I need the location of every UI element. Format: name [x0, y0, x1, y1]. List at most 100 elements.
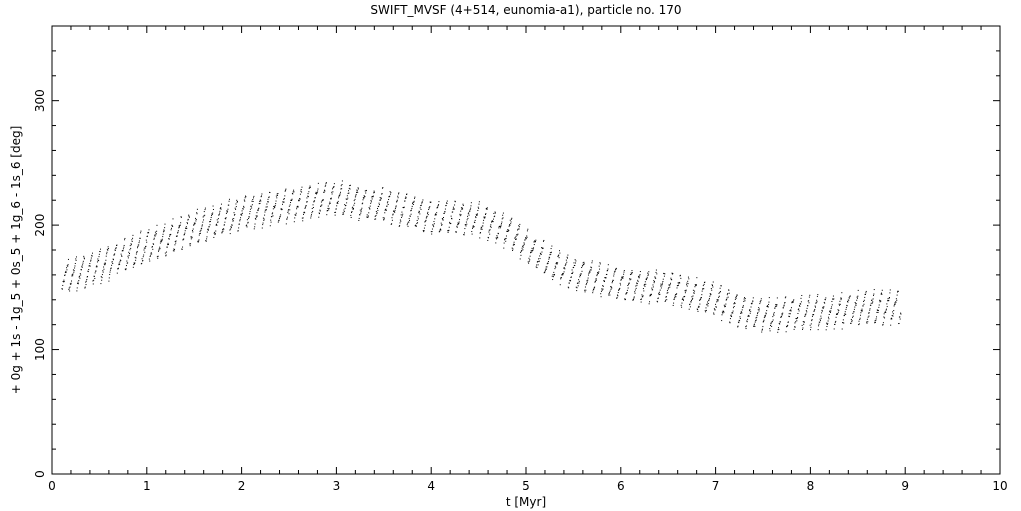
data-point — [697, 306, 699, 308]
data-point — [512, 249, 514, 251]
data-point — [221, 231, 223, 233]
data-point — [751, 303, 753, 305]
data-point — [254, 217, 256, 219]
data-point — [789, 313, 791, 315]
data-point — [367, 215, 369, 217]
data-point — [744, 297, 746, 299]
data-point — [133, 262, 135, 264]
data-point — [84, 286, 86, 288]
data-point — [815, 302, 817, 304]
data-point — [660, 283, 662, 285]
data-points — [61, 180, 902, 333]
data-point — [823, 306, 825, 308]
data-point — [450, 215, 452, 217]
data-point — [285, 223, 287, 225]
data-point — [128, 251, 130, 253]
data-point — [501, 218, 503, 220]
data-point — [620, 278, 622, 280]
data-point — [695, 285, 697, 287]
data-point — [295, 214, 297, 216]
data-point — [298, 199, 300, 201]
data-point — [726, 297, 728, 299]
data-point — [560, 277, 562, 279]
data-point — [790, 307, 792, 309]
data-point — [188, 215, 190, 217]
data-point — [167, 244, 169, 246]
chart-title: SWIFT_MVSF (4+514, eunomia-a1), particle… — [370, 3, 681, 17]
data-point — [540, 253, 542, 255]
data-point — [709, 293, 711, 295]
data-point — [624, 298, 626, 300]
data-point — [776, 304, 778, 306]
data-point — [627, 287, 629, 289]
data-point — [224, 221, 226, 223]
data-point — [301, 217, 303, 219]
data-point — [98, 256, 100, 258]
data-point — [643, 284, 645, 286]
data-point — [849, 296, 851, 298]
data-point — [781, 314, 783, 316]
data-point — [488, 231, 490, 233]
data-point — [502, 214, 504, 216]
data-point — [487, 239, 489, 241]
data-point — [110, 267, 112, 269]
data-point — [726, 299, 728, 300]
data-point — [366, 214, 368, 216]
data-point — [428, 209, 430, 211]
data-point — [463, 234, 465, 236]
data-point — [312, 210, 314, 212]
data-point — [833, 298, 835, 300]
data-point — [571, 272, 573, 274]
data-point — [339, 194, 341, 196]
data-point — [815, 302, 817, 304]
data-point — [659, 293, 661, 295]
data-point — [795, 318, 797, 320]
data-point — [852, 316, 854, 318]
data-point — [871, 299, 873, 301]
data-point — [858, 320, 860, 322]
data-point — [505, 240, 507, 242]
data-point — [631, 273, 633, 275]
data-point — [722, 312, 724, 314]
data-point — [454, 204, 456, 206]
data-point — [116, 244, 118, 246]
data-point — [119, 263, 121, 265]
data-point — [899, 316, 901, 318]
data-point — [520, 250, 522, 252]
data-point — [401, 216, 403, 218]
data-point — [537, 260, 539, 262]
data-point — [277, 193, 279, 195]
data-point — [168, 238, 170, 240]
data-point — [838, 303, 840, 305]
data-point — [583, 263, 585, 265]
data-point — [225, 217, 227, 219]
data-point — [481, 227, 483, 229]
data-point — [280, 214, 282, 216]
data-point — [439, 228, 441, 230]
data-point — [308, 191, 310, 193]
data-point — [72, 269, 74, 271]
data-point — [124, 239, 126, 241]
data-point — [536, 261, 538, 263]
data-point — [144, 251, 146, 253]
data-point — [91, 254, 93, 256]
data-point — [101, 277, 103, 279]
data-point — [374, 218, 376, 220]
data-point — [679, 282, 681, 284]
data-point — [653, 282, 655, 284]
data-point — [435, 213, 436, 215]
data-point — [372, 196, 374, 198]
data-point — [866, 321, 868, 323]
data-point — [351, 211, 353, 213]
data-point — [288, 213, 290, 215]
data-point — [380, 198, 382, 200]
data-point — [148, 258, 150, 260]
data-point — [841, 328, 843, 330]
data-point — [186, 227, 188, 229]
data-point — [300, 189, 302, 190]
data-point — [814, 305, 816, 307]
data-point — [889, 297, 891, 299]
data-point — [391, 217, 393, 219]
data-point — [670, 277, 672, 279]
data-point — [465, 225, 467, 227]
